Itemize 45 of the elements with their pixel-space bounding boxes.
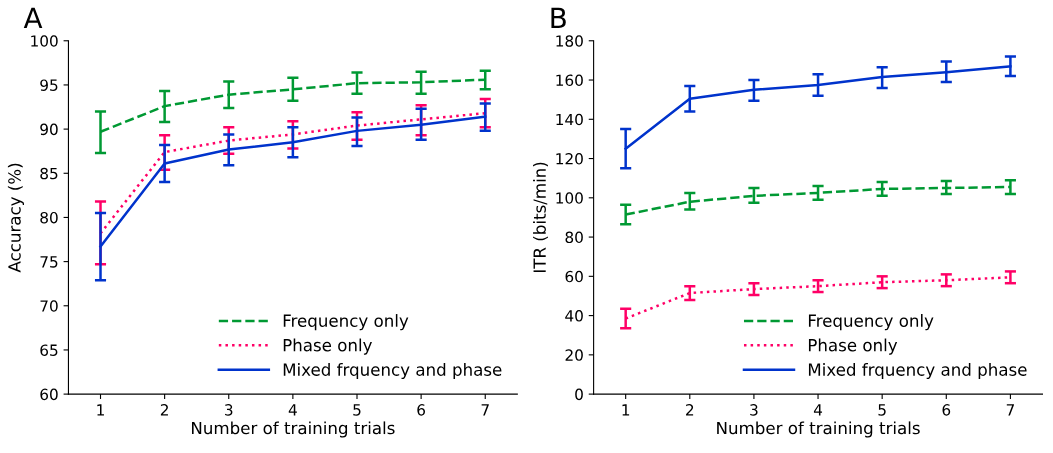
y-tick-label: 95: [40, 79, 58, 91]
legend-label: Frequency only: [808, 314, 934, 331]
legend-label: Frequency only: [283, 314, 409, 331]
y-tick-label: 85: [40, 167, 58, 180]
x-tick-label: 2: [160, 404, 168, 416]
y-tick-label: 70: [40, 300, 58, 312]
y-tick-label: 180: [556, 35, 583, 47]
y-tick-label: 100: [31, 35, 58, 47]
y-tick-label: 120: [556, 153, 583, 165]
y-tick-label: 65: [40, 344, 58, 356]
x-tick-label: 2: [686, 404, 694, 416]
x-tick-label: 1: [622, 404, 630, 416]
x-tick-label: 3: [225, 404, 233, 416]
y-tick-label: 140: [556, 113, 583, 126]
y-tick-label: 80: [40, 211, 58, 224]
y-tick-label: 20: [565, 349, 583, 361]
legend-label: Mixed frquency and phase: [808, 362, 1027, 380]
x-tick-label: 5: [353, 404, 361, 416]
y-axis-title: ITR (bits/min): [533, 162, 548, 273]
legend-label: Mixed frquency and phase: [283, 362, 502, 380]
x-tick-label: 7: [481, 404, 489, 416]
y-tick-label: 100: [556, 192, 583, 204]
x-tick-label: 5: [878, 404, 886, 416]
y-tick-label: 0: [575, 388, 583, 401]
x-axis-title: Number of training trials: [192, 421, 395, 438]
legend-label: Phase only: [808, 338, 898, 355]
chart-title: B: [551, 7, 566, 28]
y-tick-label: 160: [556, 74, 583, 87]
y-tick-label: 60: [565, 270, 583, 283]
y-tick-label: 75: [40, 256, 58, 268]
x-axis-title: Number of training trials: [717, 421, 920, 438]
x-tick-label: 4: [813, 404, 823, 416]
x-tick-label: 3: [750, 404, 758, 416]
x-tick-label: 6: [417, 404, 426, 416]
x-tick-label: 7: [1006, 404, 1014, 416]
y-tick-label: 40: [565, 310, 583, 322]
x-tick-label: 4: [288, 404, 297, 416]
x-tick-label: 1: [97, 404, 104, 416]
y-tick-label: 60: [40, 388, 58, 401]
chart-title: A: [23, 7, 43, 28]
y-tick-label: 80: [565, 231, 583, 244]
x-tick-label: 6: [942, 404, 951, 416]
y-axis-title: Accuracy (%): [7, 163, 25, 273]
y-tick-label: 90: [40, 123, 58, 136]
legend-label: Phase only: [283, 338, 372, 355]
